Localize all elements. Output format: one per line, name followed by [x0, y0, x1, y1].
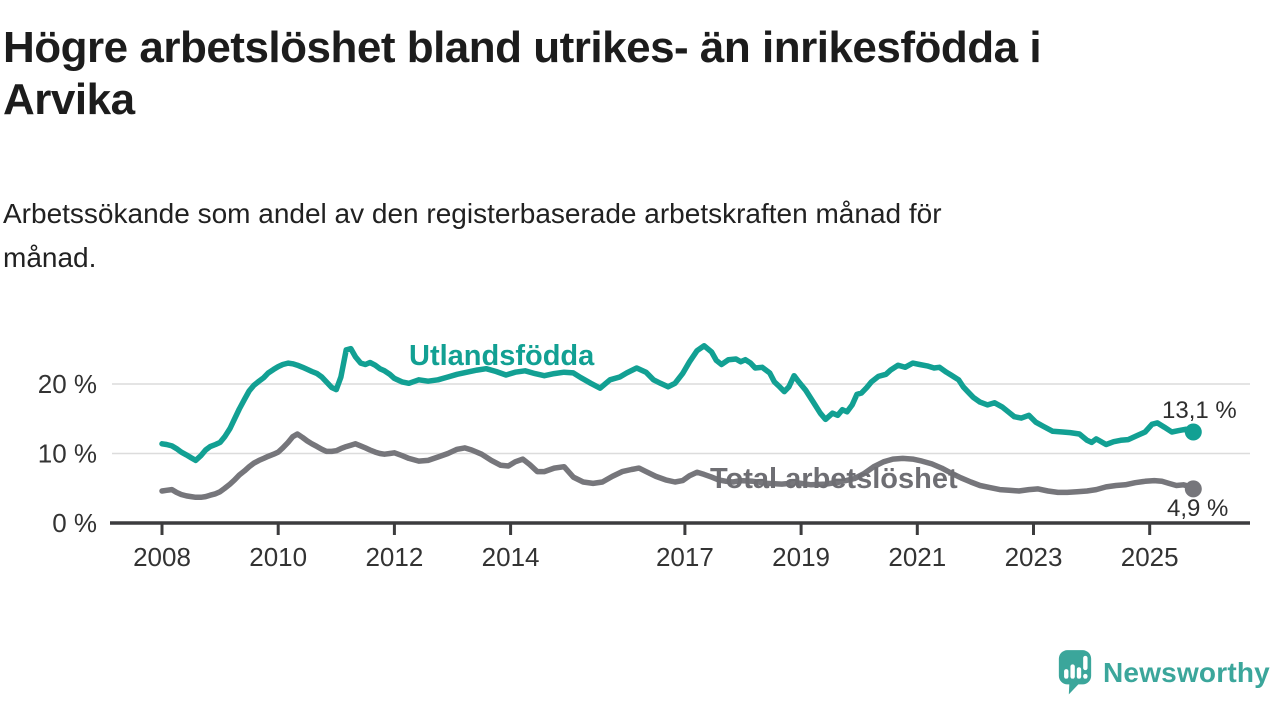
page-title: Högre arbetslöshet bland utrikes- än inr…	[3, 22, 1042, 126]
newsworthy-logo-text: Newsworthy	[1103, 656, 1270, 688]
page-subtitle-line-1: Arbetssökande som andel av den registerb…	[3, 198, 942, 229]
series-end-dot-utlandsfodda	[1184, 423, 1202, 441]
page-subtitle-line-2: månad.	[3, 242, 97, 273]
x-axis-tick-label: 2023	[1005, 542, 1063, 572]
x-axis-tick-label: 2021	[888, 542, 946, 572]
logo-exclamation-dot	[1083, 673, 1088, 679]
page-title-line-2: Arvika	[3, 75, 135, 124]
y-axis-tick-label: 10 %	[38, 439, 97, 469]
x-axis-tick-label: 2019	[772, 542, 830, 572]
series-line-total	[159, 431, 1197, 501]
x-axis-tick-label: 2010	[249, 542, 307, 572]
x-axis-tick-label: 2008	[133, 542, 191, 572]
logo-exclamation-stem	[1083, 655, 1088, 671]
logo-bubble-shape	[1058, 650, 1092, 695]
y-axis-tick-label: 20 %	[38, 369, 97, 399]
x-axis-tick-label: 2017	[656, 542, 714, 572]
newsworthy-brand: Newsworthy	[1056, 649, 1270, 696]
logo-bar-3	[1076, 667, 1082, 679]
x-axis-tick-label: 2012	[365, 542, 423, 572]
newsworthy-logo-icon	[1058, 650, 1092, 695]
x-axis-tick-label: 2014	[482, 542, 540, 572]
page-title-line-1: Högre arbetslöshet bland utrikes- än inr…	[3, 23, 1042, 72]
series-line-utlandsfodda	[159, 343, 1197, 464]
logo-bar-2	[1070, 664, 1075, 679]
end-value-label-utlandsfodda: 13,1 %	[1162, 397, 1237, 424]
end-value-label-total: 4,9 %	[1167, 495, 1229, 522]
series-label-total-arbetsloshet: Total arbetslöshet	[710, 463, 958, 495]
y-axis-tick-label: 0 %	[52, 508, 97, 538]
logo-bar-1	[1064, 669, 1069, 679]
page-subtitle: Arbetssökande som andel av den registerb…	[3, 192, 942, 280]
series-end-dot-total	[1184, 480, 1202, 498]
x-axis-tick-label: 2025	[1121, 542, 1179, 572]
series-label-utlandsfodda: Utlandsfödda	[409, 340, 595, 372]
